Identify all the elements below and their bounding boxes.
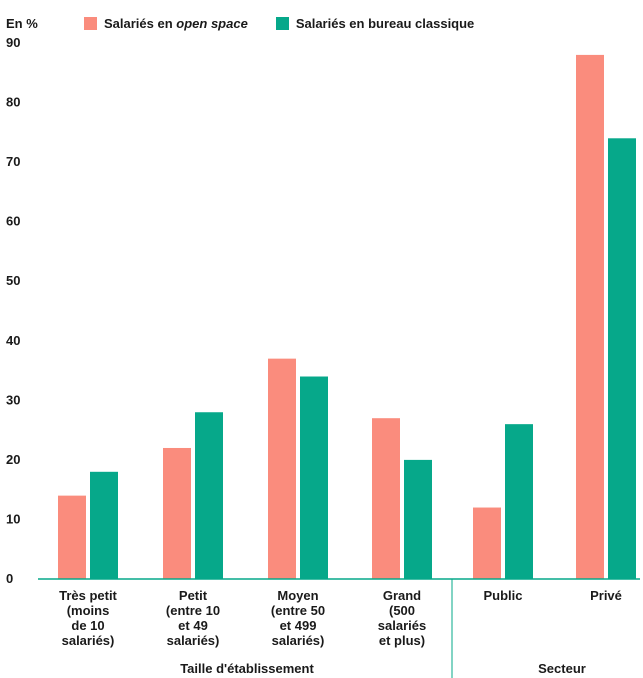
bar-open-space [372,418,400,579]
x-category-label: Très petit (moins de 10 salariés) [59,588,117,648]
y-tick-label: 90 [6,35,20,50]
y-tick-label: 0 [6,571,13,586]
x-group-label: Secteur [538,661,586,676]
y-tick-label: 80 [6,95,20,110]
bar-bureau-classique [300,376,328,579]
bar-open-space [163,447,191,579]
x-category-label: Grand (500 salariés et plus) [378,588,426,648]
x-category-label: Petit (entre 10 et 49 salariés) [166,588,220,648]
bar-bureau-classique [90,471,118,579]
x-category-label: Public [483,588,522,603]
legend-swatch-bureau-classique [275,17,289,30]
x-group-label: Taille d'établissement [180,661,314,676]
y-tick-label: 70 [6,154,20,169]
bar-open-space [58,495,86,579]
y-tick-label: 10 [6,511,20,526]
y-tick-label: 40 [6,333,20,348]
bar-bureau-classique [608,138,636,580]
y-axis-unit-label: En % [6,16,38,31]
bar-bureau-classique [195,412,223,579]
legend: Salariés en open space Salariés en burea… [84,16,502,31]
y-tick-label: 50 [6,273,20,288]
legend-swatch-open-space [84,17,97,30]
bar-bureau-classique [505,424,533,579]
legend-label-bureau-classique: Salariés en bureau classique [295,16,475,31]
y-tick-label: 30 [6,392,20,407]
legend-label-open-space: Salariés en open space [104,16,248,31]
bar-bureau-classique [404,459,432,579]
x-category-label: Privé [590,588,622,603]
y-tick-label: 20 [6,452,20,467]
bar-open-space [473,507,501,579]
legend-item-open-space: Salariés en open space [84,16,248,31]
x-category-label: Moyen (entre 50 et 499 salariés) [271,588,325,648]
y-tick-label: 60 [6,214,20,229]
bar-open-space [576,54,604,579]
bar-open-space [268,358,296,579]
legend-item-bureau-classique: Salariés en bureau classique [275,16,475,31]
